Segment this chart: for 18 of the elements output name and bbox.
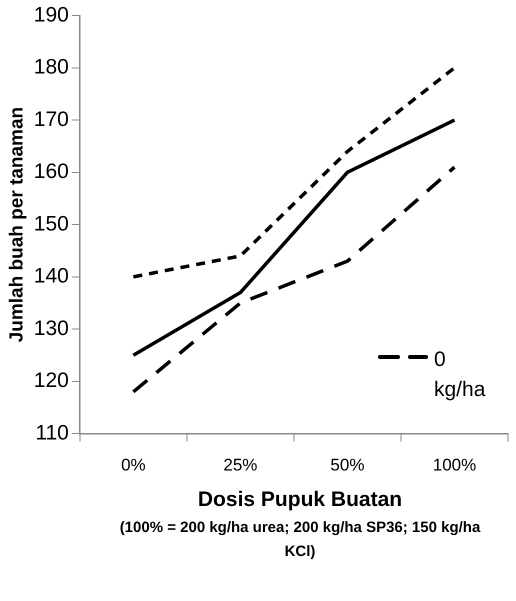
y-tick-label: 180: [34, 56, 69, 79]
x-tick-label: 0%: [121, 455, 146, 474]
y-tick-label: 120: [34, 369, 69, 392]
y-tick-label: 160: [34, 160, 69, 184]
y-tick-label: 130: [34, 316, 69, 340]
line-series: [132, 66, 456, 279]
y-tick-label: 190: [34, 3, 69, 26]
y-tick-label: 140: [34, 264, 69, 288]
legend-label: 0 kg/ha: [434, 347, 486, 403]
text: (100% = 200 kg/ha urea; 200 kg/ha SP36; 150 kg/ha KCl): [118, 518, 482, 562]
y-tick-label: 150: [34, 212, 69, 236]
y-tick-label: 170: [34, 108, 69, 131]
x-tick-label: 50%: [330, 455, 364, 474]
x-axis-title: Dosis Pupuk Buatan: [196, 488, 404, 512]
x-tick-label: 100%: [432, 455, 476, 474]
y-tick-label: 110: [35, 421, 69, 444]
x-tick-label: 25%: [223, 455, 258, 474]
y-axis-title: Jumlah buah per tanaman: [6, 106, 28, 342]
